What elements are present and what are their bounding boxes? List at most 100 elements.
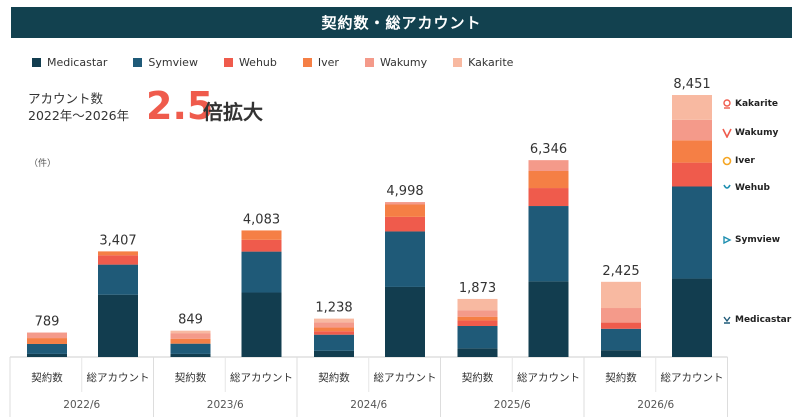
legend-swatch [223, 58, 233, 67]
kakarite-logo-icon [723, 99, 731, 109]
bar-segment-medicastar [170, 353, 211, 357]
bar-segment-wakumy [170, 333, 211, 339]
bar-segment-medicastar [457, 348, 498, 357]
bar-segment-iver [27, 338, 67, 344]
bar-segment-wehub [314, 331, 354, 335]
growth-callout: アカウント数 2022年〜2026年 2.5 倍拡大 [28, 84, 263, 128]
bar-segment-wakumy [457, 310, 498, 317]
brand-symview: Symview [722, 235, 780, 245]
brand-wakumy: Wakumy [722, 128, 778, 138]
period-label: 2024/6 [350, 399, 387, 411]
bar-segment-wakumy [601, 308, 641, 323]
bar-segment-wakumy [27, 332, 67, 339]
legend-item-iver: Iver [302, 56, 339, 69]
growth-line-2: 2022年〜2026年 [28, 108, 130, 123]
bar-segment-iver [170, 338, 211, 344]
legend-swatch [133, 58, 143, 67]
legend-label: Symview [148, 56, 198, 69]
bar-total-label: 4,998 [386, 184, 423, 199]
bar-segment-wakumy [528, 160, 569, 171]
wehub-logo-icon [723, 184, 731, 189]
bar-segment-symview [98, 264, 138, 295]
brand-label: Medicastar [735, 315, 792, 325]
bar-segment-symview [385, 231, 425, 287]
bar-segment-symview [27, 343, 67, 354]
bar-segment-iver [385, 204, 425, 217]
legend-item-kakarite: Kakarite [453, 56, 513, 69]
brand-wehub: Wehub [722, 183, 770, 193]
category-tick-label: 総アカウント [517, 371, 580, 384]
bar-segment-symview [601, 328, 641, 351]
bar-segment-symview [314, 334, 354, 351]
bar-total-label: 789 [35, 315, 60, 330]
bar-segment-medicastar [601, 350, 641, 357]
bar-segment-medicastar [314, 350, 354, 357]
bar-segment-wehub [385, 216, 425, 232]
bar-segment-kakarite [170, 330, 211, 334]
bar-segment-wehub [457, 320, 498, 326]
bar-total-label: 849 [178, 313, 203, 328]
growth-multiplier: 2.5 [146, 84, 214, 128]
bar-segment-symview [170, 343, 211, 354]
bar-segment-wehub [241, 239, 282, 252]
brand-label: Wakumy [735, 128, 779, 138]
legend-label: Wakumy [379, 56, 428, 69]
category-tick-label: 総アカウント [374, 371, 437, 384]
bar-total-label: 3,407 [99, 233, 136, 248]
growth-line-1: アカウント数 [28, 91, 104, 106]
bar-segment-symview [457, 326, 498, 349]
period-label: 2022/6 [63, 399, 100, 411]
bar-segment-wakumy [385, 202, 425, 205]
category-tick-label: 総アカウント [661, 371, 724, 384]
category-tick-label: 契約数 [318, 371, 350, 384]
bar-segment-medicastar [528, 281, 569, 357]
bar-segment-iver [457, 316, 498, 321]
bar-segment-symview [241, 251, 282, 293]
legend-item-wehub: Wehub [223, 56, 277, 69]
bar-segment-iver [528, 171, 569, 189]
category-tick-label: 総アカウント [230, 371, 293, 384]
bar-segment-medicastar [27, 353, 67, 357]
period-label: 2025/6 [494, 399, 531, 411]
bar-segment-kakarite [314, 318, 354, 323]
brand-medicastar: Medicastar [722, 315, 791, 325]
bar-segment-wehub [672, 162, 712, 187]
bar-segment-wakumy [314, 322, 354, 328]
legend-label: Kakarite [468, 56, 514, 69]
symview-logo-icon [723, 235, 732, 245]
category-tick-label: 契約数 [175, 371, 207, 384]
bar-segment-wehub [98, 255, 138, 265]
bar-segment-wehub [601, 322, 641, 329]
bar-segment-iver [314, 327, 354, 332]
bar-segment-iver [672, 140, 712, 163]
category-tick-label: 契約数 [605, 371, 637, 384]
bar-segment-symview [672, 186, 712, 279]
wakumy-logo-icon [722, 128, 732, 138]
legend-swatch [364, 58, 374, 67]
bar-segment-kakarite [672, 95, 712, 120]
medicastar-logo-icon [723, 316, 731, 324]
legend: Medicastar Symview Wehub Iver Wakumy Kak… [32, 56, 513, 69]
legend-label: Medicastar [47, 56, 108, 69]
category-tick-label: 契約数 [462, 371, 494, 384]
bar-segment-medicastar [241, 292, 282, 357]
bar-segment-symview [528, 206, 569, 282]
bar-segment-kakarite [601, 281, 641, 309]
category-tick-label: 総アカウント [87, 371, 150, 384]
bar-total-label: 1,238 [315, 301, 352, 316]
unit-label: （件） [29, 159, 57, 169]
bar-segment-medicastar [98, 294, 138, 357]
bar-segment-medicastar [672, 278, 712, 357]
brand-iver: Iver [722, 156, 755, 166]
period-label: 2026/6 [637, 399, 674, 411]
legend-swatch [453, 58, 463, 67]
bar-segment-iver [241, 230, 282, 240]
iver-logo-icon [722, 156, 732, 166]
chart-header: 契約数・総アカウント [11, 7, 792, 38]
category-tick-label: 契約数 [31, 371, 63, 384]
brand-label: Symview [735, 235, 781, 245]
bar-segment-wehub [528, 188, 569, 207]
legend-item-symview: Symview [133, 56, 198, 69]
brand-label: Iver [735, 156, 755, 166]
